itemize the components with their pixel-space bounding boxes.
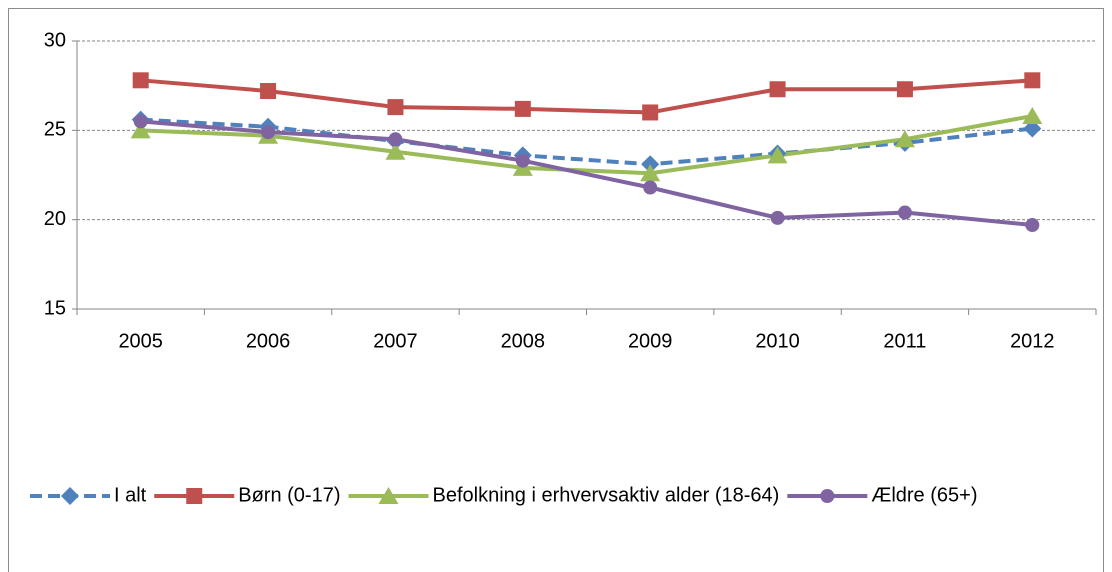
legend-marker xyxy=(378,487,399,504)
legend-label: Ældre (65+) xyxy=(871,484,977,506)
data-point xyxy=(643,180,658,195)
series-line xyxy=(140,119,1033,228)
data-point xyxy=(894,130,915,148)
legend-label: I alt xyxy=(114,484,147,506)
data-point xyxy=(515,153,530,168)
chart-frame xyxy=(8,8,1104,572)
legend-label: Befolkning i erhvervsaktiv alder (18-64) xyxy=(433,484,780,506)
data-point xyxy=(260,83,277,100)
data-point xyxy=(385,142,406,160)
legend-label: Børn (0-17) xyxy=(238,484,340,506)
y-tick-label: 30 xyxy=(44,29,66,51)
data-point xyxy=(387,99,404,116)
x-tick-label: 2010 xyxy=(755,330,800,352)
x-tick-label: 2006 xyxy=(246,330,291,352)
y-tick-label: 15 xyxy=(44,297,66,319)
data-point xyxy=(770,210,785,225)
data-point xyxy=(388,132,403,147)
x-tick-label: 2011 xyxy=(883,330,926,352)
legend-marker xyxy=(61,487,79,505)
x-tick-label: 2012 xyxy=(1010,330,1055,352)
data-point xyxy=(261,125,276,140)
legend-marker xyxy=(186,488,203,504)
data-point xyxy=(132,72,149,89)
data-point xyxy=(897,205,912,220)
x-tick-label: 2009 xyxy=(628,330,673,352)
series-line xyxy=(140,78,1033,115)
y-tick-label: 20 xyxy=(44,208,66,230)
series-line xyxy=(140,114,1033,176)
data-point xyxy=(769,81,786,98)
x-tick-label: 2008 xyxy=(501,330,546,352)
legend-marker xyxy=(820,489,835,503)
series-line xyxy=(140,117,1033,167)
data-point xyxy=(1023,119,1042,138)
data-point xyxy=(642,104,659,121)
data-point xyxy=(1022,107,1043,125)
x-tick-label: 2005 xyxy=(118,330,163,352)
data-point xyxy=(130,121,151,139)
x-tick-label: 2007 xyxy=(373,330,418,352)
data-point xyxy=(767,146,788,164)
data-point xyxy=(640,164,661,182)
data-point xyxy=(896,81,913,98)
data-point xyxy=(514,100,531,117)
data-point xyxy=(1024,72,1041,89)
y-tick-label: 25 xyxy=(44,119,66,141)
data-point xyxy=(133,114,148,129)
data-point xyxy=(1025,218,1040,233)
